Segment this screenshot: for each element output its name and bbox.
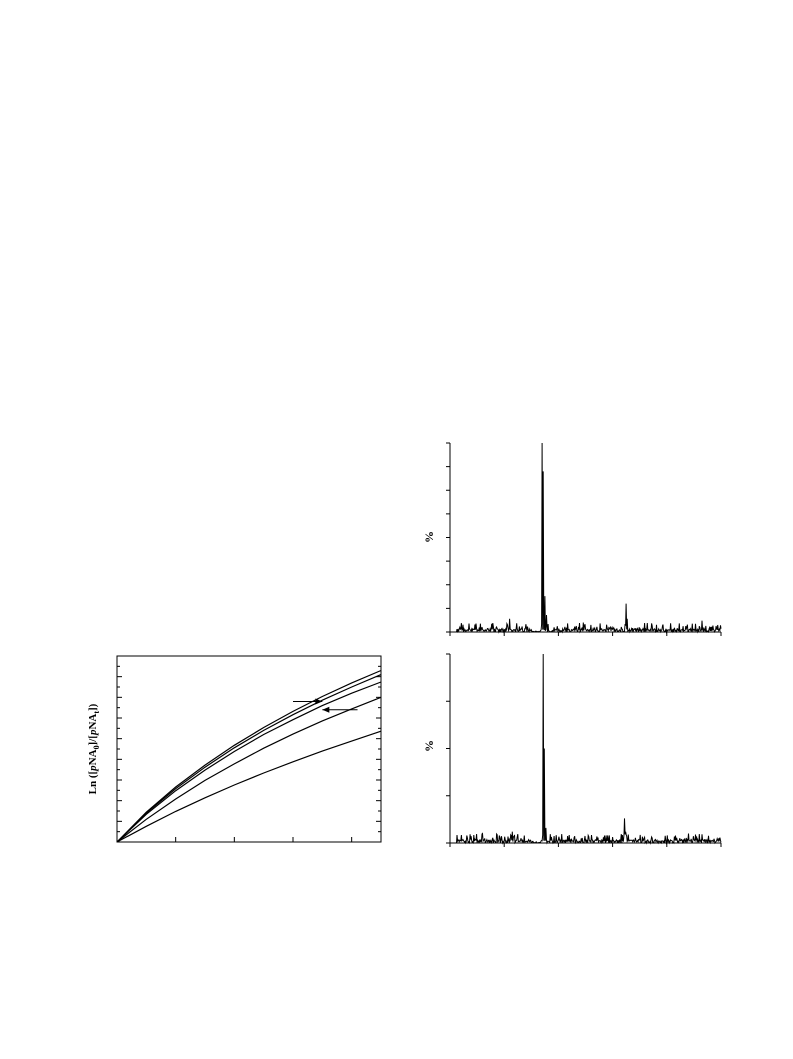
kinetics-series-line-4 bbox=[116, 696, 382, 843]
spectrum-bottom-x-ticks bbox=[449, 843, 722, 847]
kinetics-series-line-5 bbox=[116, 730, 382, 843]
kinetics-series-line-2 bbox=[116, 674, 382, 843]
spectrum-bottom-y-axis-label: % bbox=[422, 740, 436, 752]
kinetics-arrow-1 bbox=[293, 698, 323, 705]
kinetics-series-line-3 bbox=[116, 681, 382, 843]
spectrum-bottom-trace bbox=[450, 653, 722, 845]
spectrum-top-y-axis-label: % bbox=[422, 531, 436, 543]
kinetics-plot-frame bbox=[116, 655, 382, 843]
kinetics-plot: Ln ([pNA0]/[pNAt]) bbox=[87, 655, 382, 843]
spectrum-plot-top: % bbox=[422, 442, 722, 636]
kinetics-series-line-1 bbox=[116, 669, 382, 843]
kinetics-y-axis-ticks bbox=[117, 655, 381, 843]
spectrum-bottom-y-ticks bbox=[446, 653, 450, 844]
spectrum-plot-bottom: % bbox=[422, 653, 722, 847]
spectrum-top-y-ticks bbox=[446, 442, 450, 633]
kinetics-annotation-arrows bbox=[293, 698, 358, 713]
kinetics-series-group bbox=[116, 669, 382, 843]
spectrum-top-trace bbox=[450, 442, 722, 634]
kinetics-arrow-2 bbox=[322, 706, 358, 713]
kinetics-y-axis-label: Ln ([pNA0]/[pNAt]) bbox=[87, 703, 101, 794]
kinetics-x-axis-ticks bbox=[116, 837, 353, 842]
